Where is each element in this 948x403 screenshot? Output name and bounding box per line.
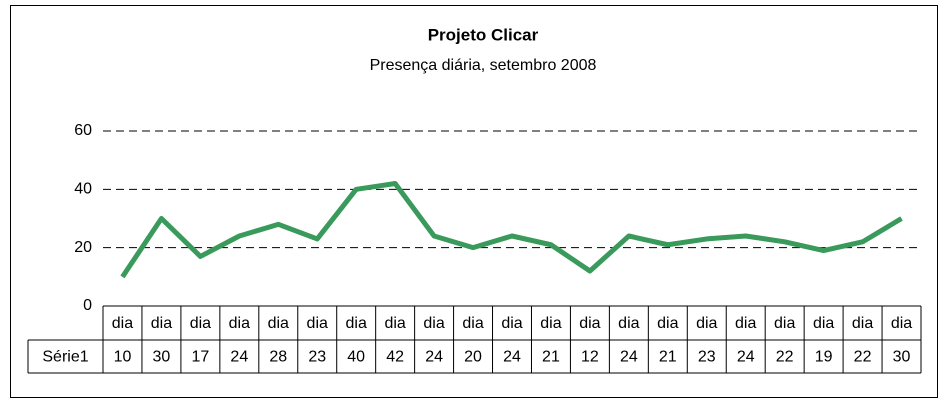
x-tick-label: dia — [384, 315, 405, 332]
x-tick-label: dia — [891, 315, 912, 332]
legend-label: Série1 — [42, 349, 88, 366]
table-value: 22 — [854, 349, 872, 366]
table-value: 12 — [581, 349, 599, 366]
series-line — [120, 181, 903, 279]
table-value: 30 — [893, 349, 911, 366]
x-tick-label: dia — [190, 315, 211, 332]
table-value: 23 — [698, 349, 716, 366]
table-value: 22 — [776, 349, 794, 366]
y-tick-label: 60 — [74, 122, 92, 139]
table-value: 10 — [114, 349, 132, 366]
x-tick-label: dia — [229, 315, 250, 332]
x-tick-label: dia — [501, 315, 522, 332]
table-value: 30 — [153, 349, 171, 366]
table-value: 24 — [230, 349, 248, 366]
x-tick-label: dia — [579, 315, 600, 332]
table-value: 28 — [269, 349, 287, 366]
table-value: 21 — [542, 349, 560, 366]
chart-frame — [10, 5, 938, 398]
x-tick-label: dia — [813, 315, 834, 332]
x-tick-label: dia — [112, 315, 133, 332]
x-tick-label: dia — [852, 315, 873, 332]
table-value: 21 — [659, 349, 677, 366]
y-tick-label: 0 — [83, 297, 92, 314]
x-tick-label: dia — [346, 315, 367, 332]
table-value: 19 — [815, 349, 833, 366]
table-value: 24 — [425, 349, 443, 366]
x-tick-label: dia — [540, 315, 561, 332]
x-tick-label: dia — [151, 315, 172, 332]
table-value: 20 — [464, 349, 482, 366]
table-value: 23 — [308, 349, 326, 366]
x-tick-label: dia — [307, 315, 328, 332]
y-tick-label: 20 — [74, 239, 92, 256]
table-value: 24 — [737, 349, 755, 366]
table-value: 17 — [191, 349, 209, 366]
table-value: 40 — [347, 349, 365, 366]
x-tick-label: dia — [657, 315, 678, 332]
x-tick-label: dia — [618, 315, 639, 332]
x-tick-label: dia — [696, 315, 717, 332]
x-tick-label: dia — [462, 315, 483, 332]
chart-subtitle: Presença diária, setembro 2008 — [370, 57, 597, 74]
table-value: 42 — [386, 349, 404, 366]
x-tick-label: dia — [774, 315, 795, 332]
table-value: 24 — [503, 349, 521, 366]
x-tick-label: dia — [268, 315, 289, 332]
y-tick-label: 40 — [74, 181, 92, 198]
table-value: 24 — [620, 349, 638, 366]
x-tick-label: dia — [423, 315, 444, 332]
x-tick-label: dia — [735, 315, 756, 332]
chart-title: Projeto Clicar — [428, 25, 539, 44]
